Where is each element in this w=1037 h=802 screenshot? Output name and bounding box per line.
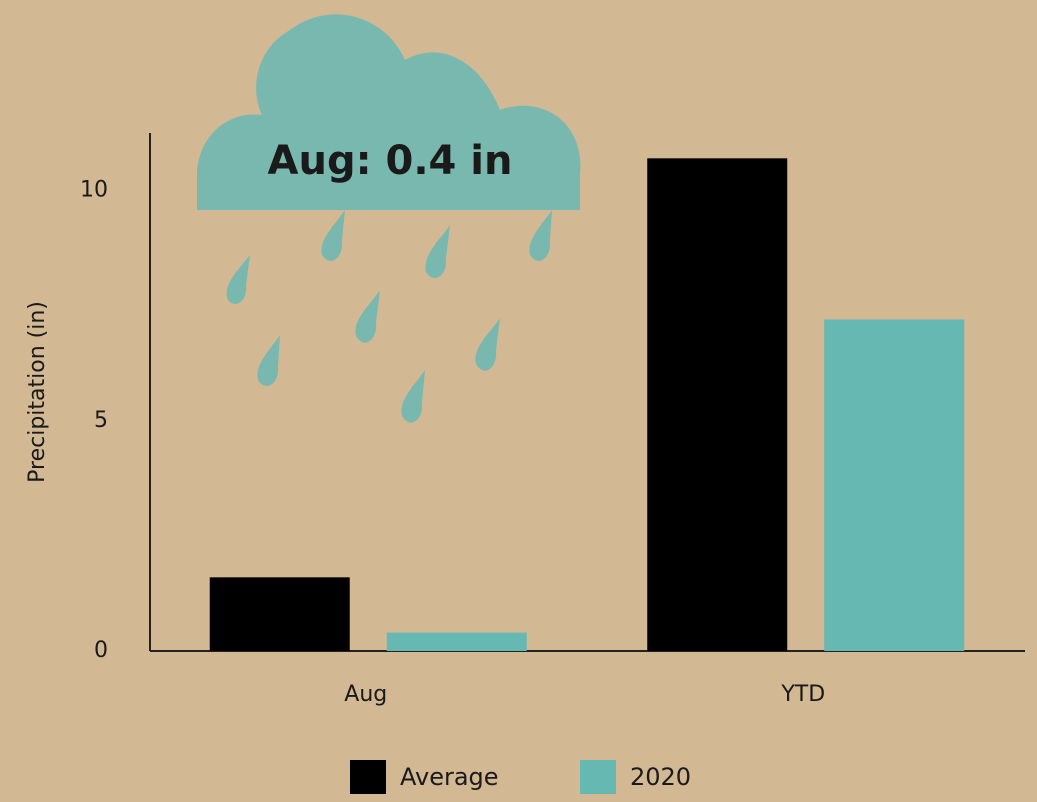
y-tick-label: 5 (94, 408, 108, 433)
x-tick-label: Aug (344, 682, 387, 707)
legend-swatch (580, 760, 616, 794)
y-tick-label: 10 (80, 178, 108, 203)
x-tick-label: YTD (780, 682, 825, 707)
annotation: Aug: 0.4 in (268, 138, 513, 184)
legend-label: 2020 (630, 763, 691, 791)
bar (647, 158, 788, 651)
rain-drops (226, 210, 552, 423)
y-tick-label: 0 (94, 638, 108, 663)
bar (824, 319, 965, 651)
y-axis-label: Precipitation (in) (25, 301, 50, 483)
bar (209, 577, 350, 651)
cloud-icon (197, 14, 581, 423)
bar (386, 632, 527, 651)
legend-swatch (350, 760, 386, 794)
legend-label: Average (400, 763, 499, 791)
